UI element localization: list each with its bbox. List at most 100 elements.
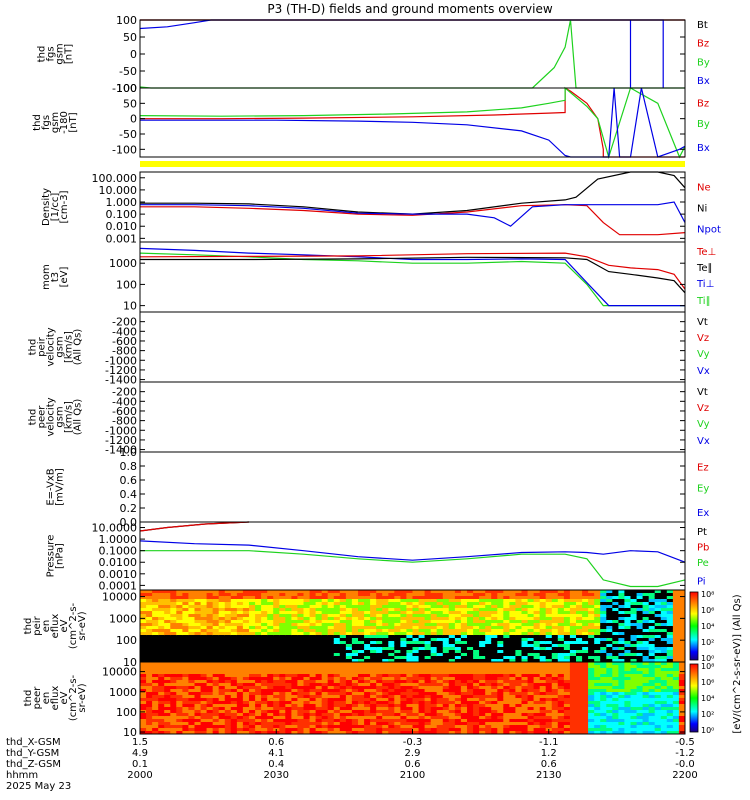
spectrogram-cell xyxy=(563,638,571,642)
spectrogram-cell xyxy=(448,650,456,654)
ytick-label: 1.000 xyxy=(106,196,138,209)
spectrogram-cell xyxy=(212,725,220,729)
xtick-value: 2200 xyxy=(672,770,697,781)
spectrogram-cell xyxy=(418,635,426,639)
spectrogram-cell xyxy=(297,614,305,618)
spectrogram-cell xyxy=(654,605,662,609)
colorbar-tick-label: 10⁶ xyxy=(701,678,714,687)
spectrogram-cell xyxy=(479,605,486,609)
spectrogram-cell xyxy=(569,650,577,654)
spectrogram-cell xyxy=(418,644,426,648)
spectrogram-cell xyxy=(563,710,571,714)
spectrogram-cell xyxy=(194,698,202,702)
spectrogram-cell xyxy=(321,590,329,594)
spectrogram-cell xyxy=(351,656,359,660)
spectrogram-cell xyxy=(176,599,183,603)
spectrogram-cell xyxy=(497,599,504,603)
colorbar xyxy=(689,663,699,733)
ylabel-line: fgs xyxy=(46,46,57,61)
spectrogram-cell xyxy=(351,590,359,594)
spectrogram-cell xyxy=(448,677,456,681)
spectrogram-cell xyxy=(345,728,353,732)
spectrogram-cell xyxy=(491,692,498,696)
spectrogram-cell xyxy=(358,686,365,690)
spectrogram-cell xyxy=(563,611,571,615)
spectrogram-cell xyxy=(182,677,190,681)
spectrogram-cell xyxy=(660,623,668,627)
spectrogram-cell xyxy=(224,683,232,687)
spectrogram-cell xyxy=(170,650,177,654)
spectrogram-cell xyxy=(297,716,305,720)
spectrogram-cell xyxy=(345,689,353,693)
spectrogram-cell xyxy=(594,611,601,615)
spectrogram-cell xyxy=(436,683,444,687)
spectrogram-cell xyxy=(678,662,685,666)
ytick-label: -1200 xyxy=(105,364,137,377)
spectrogram-cell xyxy=(606,623,613,627)
spectrogram-cell xyxy=(333,617,341,621)
spectrogram-cell xyxy=(394,629,401,633)
spectrogram-cell xyxy=(479,659,486,662)
spectrogram-cell xyxy=(333,671,341,675)
spectrogram-cell xyxy=(624,590,632,594)
spectrogram-cell xyxy=(291,689,299,693)
spectrogram-cell xyxy=(654,665,662,669)
spectrogram-cell xyxy=(218,617,226,621)
spectrogram-cell xyxy=(382,689,389,693)
spectrogram-cell xyxy=(315,617,323,621)
spectrogram-cell xyxy=(351,623,359,627)
spectrogram-cell xyxy=(188,605,196,609)
spectrogram-cell xyxy=(230,602,238,606)
spectrogram-cell xyxy=(491,662,498,666)
spectrogram-cell xyxy=(382,599,389,603)
spectrogram-cell xyxy=(224,626,232,630)
spectrogram-cell xyxy=(521,650,529,654)
spectrogram-cell xyxy=(297,632,305,636)
spectrogram-cell xyxy=(333,701,341,705)
spectrogram-cell xyxy=(218,713,226,717)
spectrogram-cell xyxy=(460,590,468,594)
spectrogram-cell xyxy=(442,698,450,702)
spectrogram-cell xyxy=(485,641,492,645)
spectrogram-cell xyxy=(358,662,365,666)
spectrogram-cell xyxy=(678,686,685,690)
spectrogram-cell xyxy=(285,641,292,645)
spectrogram-cell xyxy=(436,671,444,675)
spectrogram-cell xyxy=(370,632,377,636)
spectrogram-cell xyxy=(648,722,656,726)
spectrogram-cell xyxy=(273,659,280,662)
spectrogram-cell xyxy=(515,623,523,627)
spectrogram-cell xyxy=(467,650,474,654)
spectrogram-cell xyxy=(218,656,226,660)
spectrogram-cell xyxy=(600,659,607,662)
spectrogram-cell xyxy=(358,611,365,615)
spectrogram-cell xyxy=(255,719,262,723)
spectrogram-cell xyxy=(448,599,456,603)
spectrogram-cell xyxy=(545,611,553,615)
spectrogram-cell xyxy=(376,608,383,612)
spectrogram-cell xyxy=(261,695,268,699)
spectrogram-cell xyxy=(630,710,638,714)
spectrogram-cell xyxy=(206,701,214,705)
spectrogram-cell xyxy=(497,638,504,642)
spectrogram-cell xyxy=(358,593,365,597)
spectrogram-cell xyxy=(424,665,432,669)
spectrogram-cell xyxy=(473,716,480,720)
spectrogram-cell xyxy=(261,686,268,690)
spectrogram-cell xyxy=(291,671,299,675)
spectrogram-cell xyxy=(376,620,383,624)
spectrogram-cell xyxy=(327,695,335,699)
spectrogram-cell xyxy=(539,593,547,597)
spectrogram-cell xyxy=(376,716,383,720)
spectrogram-cell xyxy=(194,722,202,726)
spectrogram-cell xyxy=(672,629,680,633)
spectrogram-cell xyxy=(152,701,159,705)
spectrogram-cell xyxy=(376,680,383,684)
spectrogram-cell xyxy=(370,692,377,696)
spectrogram-cell xyxy=(442,590,450,594)
spectrogram-cell xyxy=(315,653,323,657)
spectrogram-cell xyxy=(569,698,577,702)
spectrogram-cell xyxy=(460,689,468,693)
spectrogram-cell xyxy=(315,686,323,690)
spectrogram-cell xyxy=(370,605,377,609)
